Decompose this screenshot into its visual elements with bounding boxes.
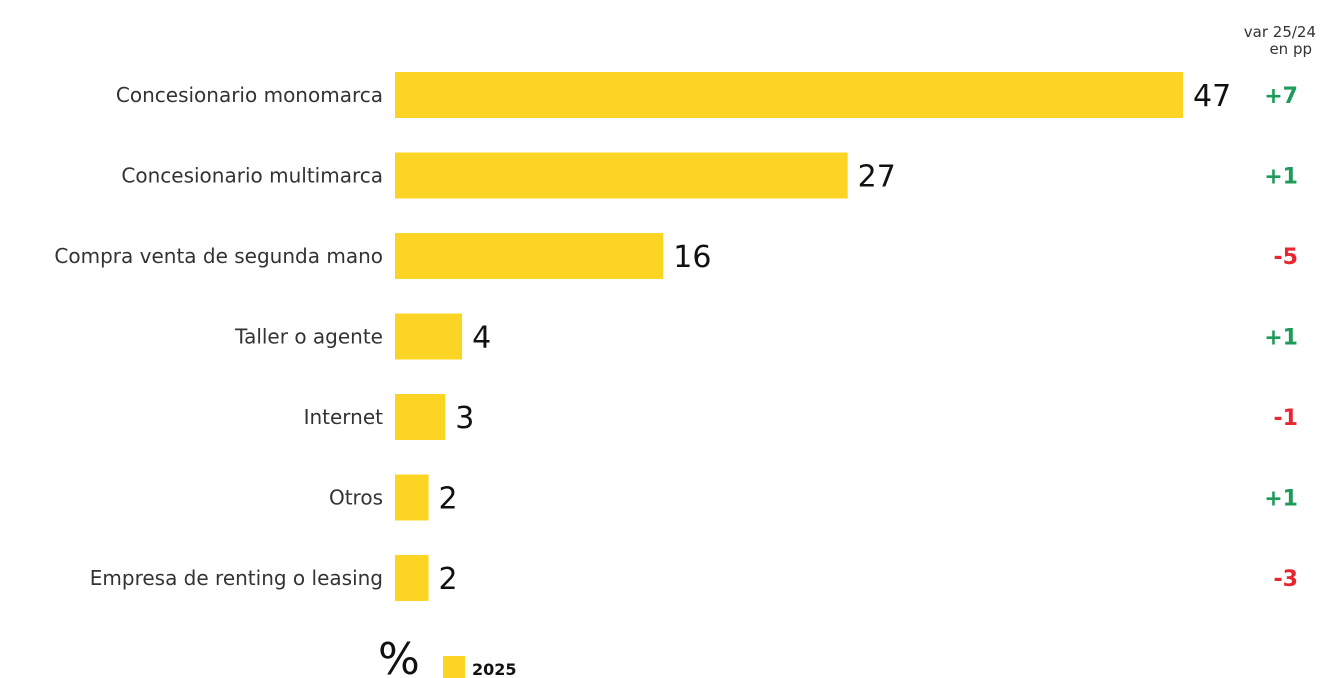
bar xyxy=(395,313,463,360)
bar xyxy=(395,555,429,601)
variation-value: +1 xyxy=(1264,326,1298,351)
bar-value-label: 16 xyxy=(673,240,711,275)
bar xyxy=(395,394,446,440)
variation-header-line2: en pp xyxy=(1269,40,1312,58)
category-label: Concesionario monomarca xyxy=(116,83,383,107)
bar-value-label: 47 xyxy=(1193,79,1231,114)
bar-value-label: 2 xyxy=(439,482,458,517)
bar xyxy=(395,152,848,199)
unit-label: % xyxy=(378,634,420,678)
category-label: Taller o agente xyxy=(234,325,383,349)
variation-value: +1 xyxy=(1264,487,1298,512)
variation-value: -1 xyxy=(1274,406,1298,431)
category-label: Concesionario multimarca xyxy=(121,164,383,188)
variation-value: +1 xyxy=(1264,165,1298,190)
legend-swatch xyxy=(443,656,465,678)
bar xyxy=(395,474,429,521)
variation-value: -5 xyxy=(1274,245,1298,270)
bar-value-label: 3 xyxy=(455,401,474,436)
variation-value: -3 xyxy=(1274,567,1298,592)
category-label: Internet xyxy=(304,405,384,429)
category-label: Empresa de renting o leasing xyxy=(90,566,383,590)
bar xyxy=(395,72,1183,118)
bar xyxy=(395,233,664,279)
bar-rows: Concesionario monomarca 47 +7 Concesionario… xyxy=(54,72,1298,601)
category-label: Compra venta de segunda mano xyxy=(54,244,383,268)
bar-value-label: 2 xyxy=(439,562,458,597)
bar-value-label: 27 xyxy=(858,160,896,195)
variation-header-line1: var 25/24 xyxy=(1244,23,1316,41)
legend-label: 2025 xyxy=(472,660,517,678)
category-label: Otros xyxy=(329,486,383,510)
bar-value-label: 4 xyxy=(472,321,491,356)
variation-value: +7 xyxy=(1264,84,1298,109)
